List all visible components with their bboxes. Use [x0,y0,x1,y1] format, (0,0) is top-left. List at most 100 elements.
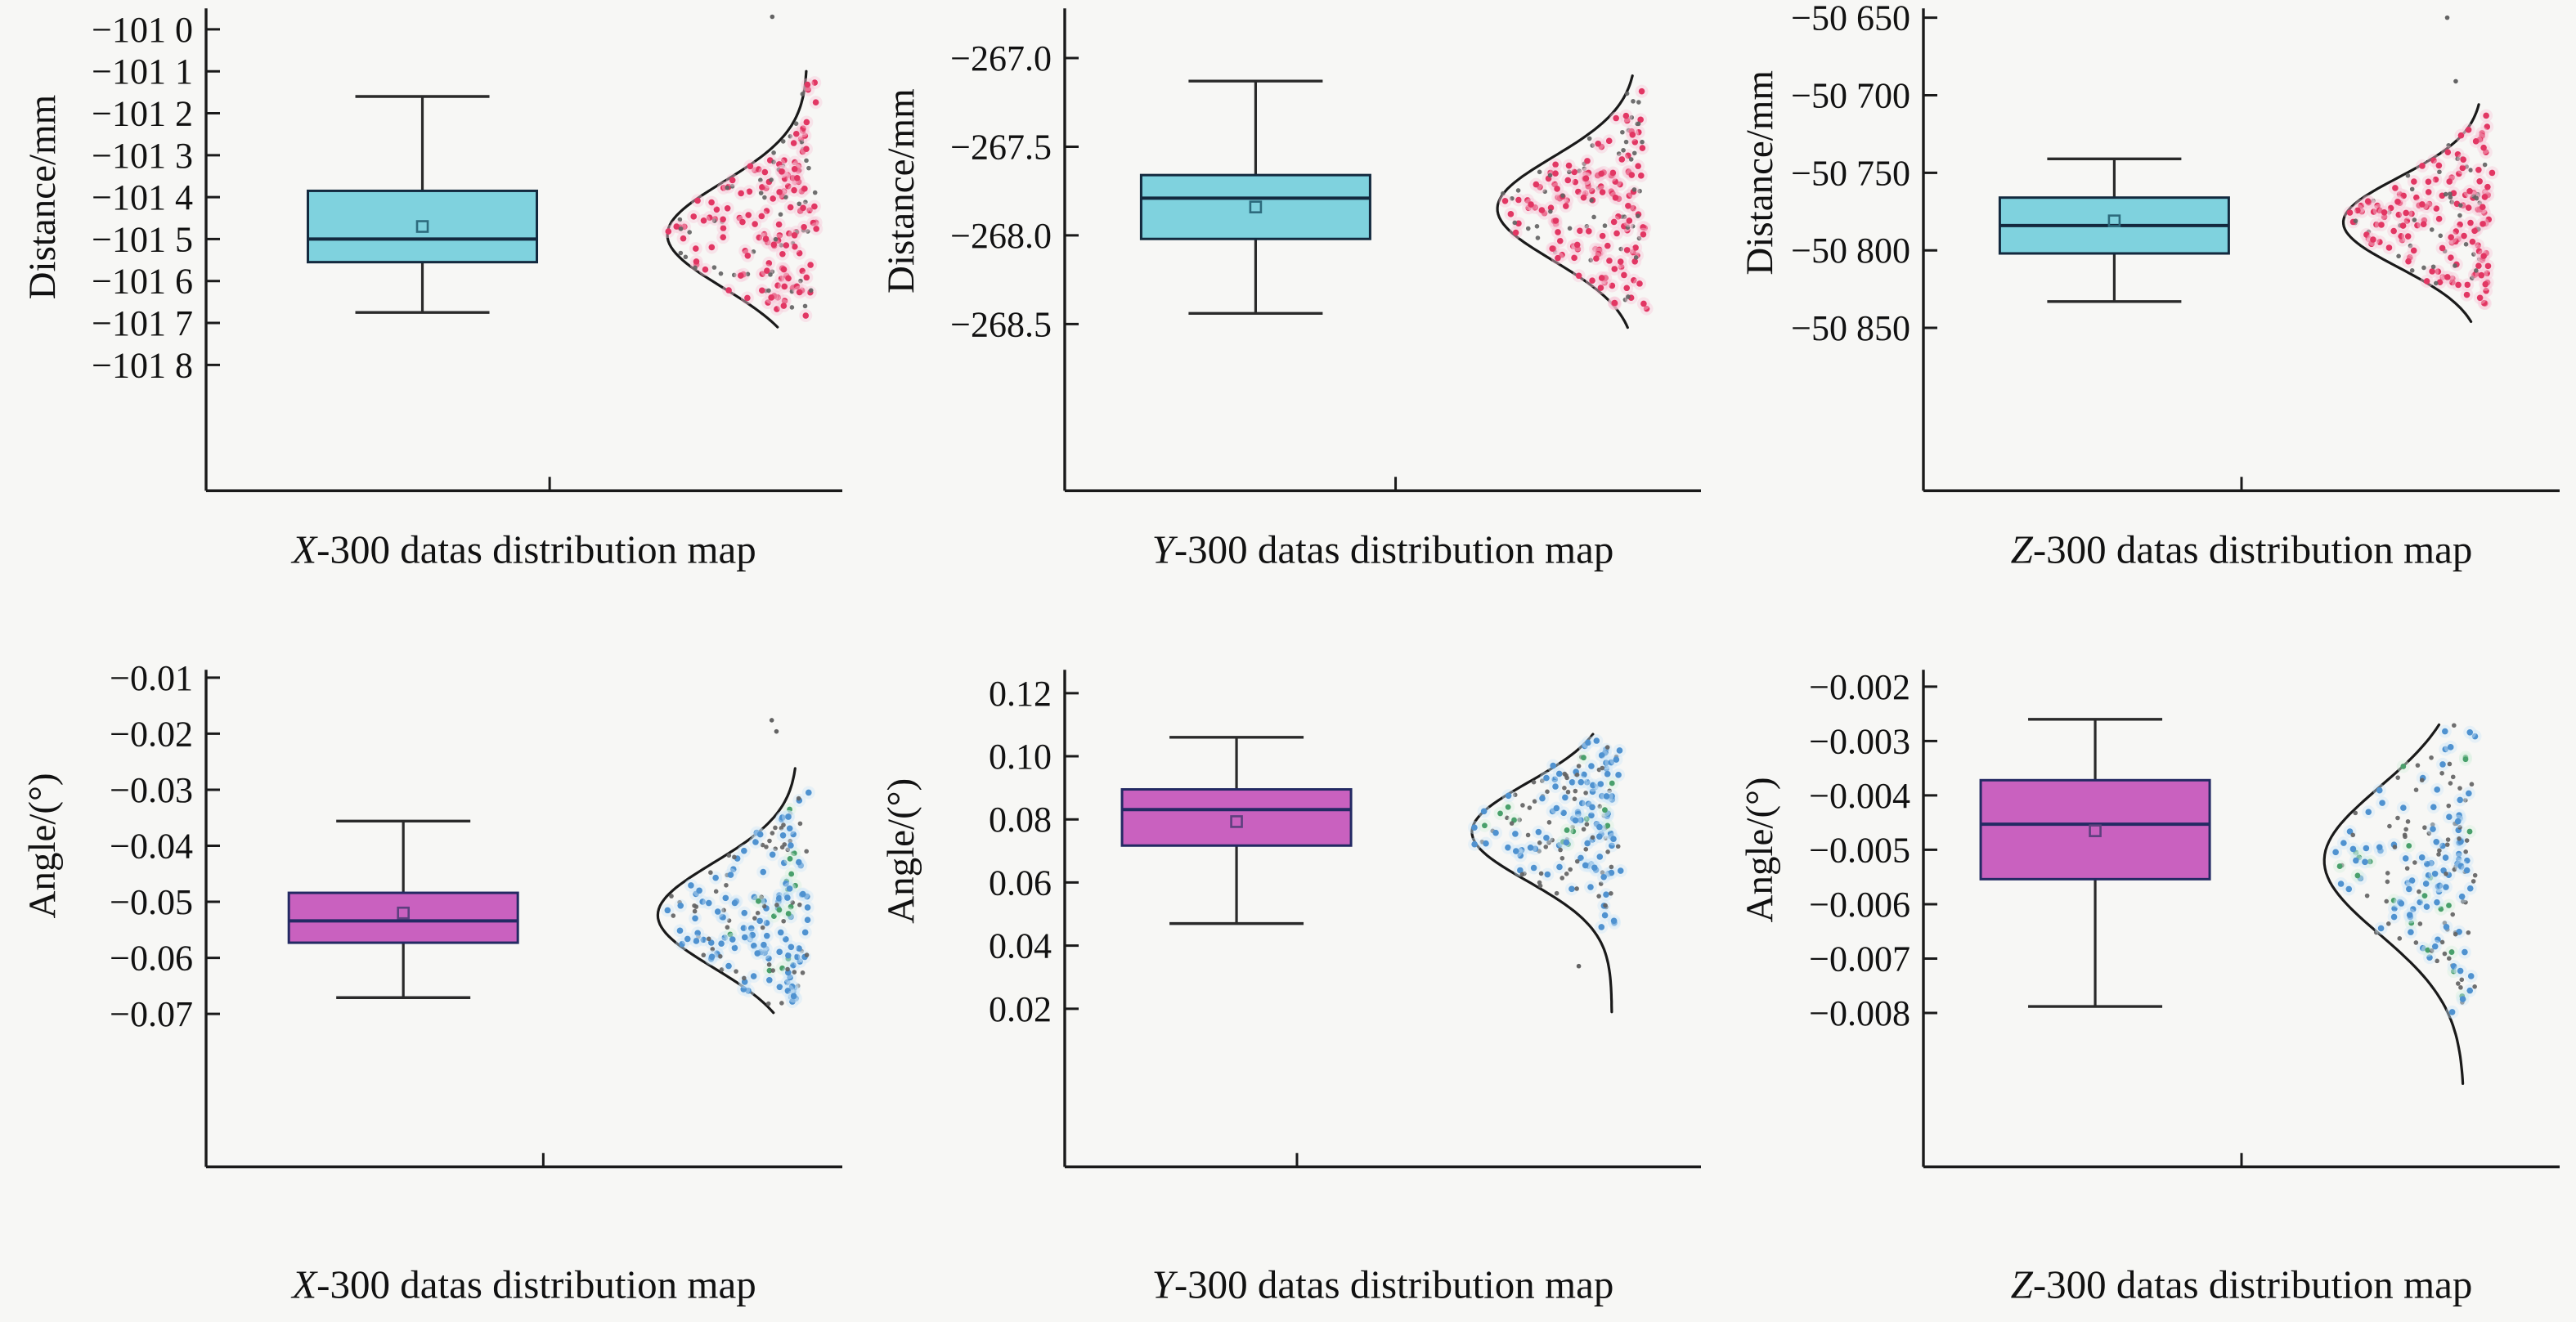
scatter-point [759,184,765,190]
scatter-point [2346,827,2354,835]
scatter-point [1577,854,1584,861]
scatter-point-green [2408,920,2415,925]
scatter-point [2465,204,2472,211]
scatter-point [677,902,684,909]
scatter-point [1603,759,1609,766]
scatter-point [1572,817,1579,823]
scatter-point-gray [1570,824,1575,829]
scatter-point-gray [1517,817,1522,822]
scatter-point [802,312,810,319]
y-tick-label: 0.12 [989,673,1052,713]
scatter-point-gray [1603,835,1609,840]
y-tick-label: −0.04 [110,826,193,866]
scatter-point-gray [1547,173,1553,178]
y-tick-label: −0.007 [1809,939,1910,979]
scatter-point [1507,211,1515,217]
scatter-point-gray [2457,836,2462,841]
scatter-point [786,230,792,237]
scatter-point-gray [1576,763,1582,769]
scatter-point-gray [752,915,757,921]
scatter-point-gray [1512,791,1518,797]
scatter-point-gray [1573,788,1578,793]
scatter-point [1621,222,1627,230]
scatter-point [1639,145,1646,151]
scatter-point [784,894,791,901]
scatter-point [751,942,757,949]
scatter-point [1608,869,1615,876]
scatter-point-gray [802,303,808,309]
y-axis-label: Angle/(°) [21,773,64,918]
scatter-point [768,294,774,301]
scatter-point [1568,778,1576,786]
scatter-point-gray [759,894,764,899]
scatter-point-gray [2405,173,2411,178]
scatter-point-gray [731,272,737,278]
scatter-point [1626,192,1633,199]
scatter-point-gray [1574,885,1579,891]
scatter-point [1555,254,1561,262]
scatter-point [784,987,792,994]
scatter-point [1640,231,1647,238]
scatter-point [2465,127,2472,133]
scatter-point [1630,204,1636,212]
scatter-point [1550,762,1556,769]
scatter-point [1615,771,1622,778]
scatter-point [1562,203,1569,209]
y-tick-label: −0.006 [1809,884,1910,924]
scatter-point [812,99,819,106]
scatter-point-gray [1605,849,1610,854]
scatter-point [744,252,752,259]
scatter-point-gray [2453,263,2457,268]
scatter-point [775,894,783,901]
scatter-point [2376,786,2383,794]
scatter-point-gray [2364,893,2370,898]
scatter-point [2481,194,2488,200]
scatter-point [1565,162,1573,169]
scatter-point [1582,862,1589,868]
scatter-point-gray [771,159,776,164]
scatter-point [811,79,819,86]
scatter-point [2439,244,2446,252]
scatter-point [776,161,783,168]
scatter-point [2485,216,2493,223]
scatter-point [2472,138,2480,145]
scatter-point-gray [692,903,697,908]
scatter-point [1560,809,1567,816]
y-tick-label: 0.02 [989,988,1052,1028]
scatter-point [1471,840,1478,847]
scatter-point [2447,743,2454,751]
scatter-point [1610,916,1618,924]
scatter-point-gray [1540,778,1545,783]
scatter-point-green [2421,892,2428,899]
scatter-point [2484,123,2491,130]
scatter-point [778,168,785,175]
scatter-point [2411,178,2417,185]
scatter-point-gray [783,195,788,199]
scatter-point-green [770,912,777,919]
scatter-point [1581,771,1587,778]
scatter-point-green [2446,902,2452,908]
scatter-point [1513,847,1519,854]
scatter-point [1559,251,1565,258]
scatter-point [1618,156,1626,163]
scatter-point [708,952,716,960]
scatter-point [1623,117,1631,124]
scatter-point [721,934,729,941]
scatter-point-green [776,907,783,912]
scatter-point-green [2400,763,2407,769]
scatter-point-gray [1600,870,1605,875]
scatter-point-gray [1621,147,1626,153]
scatter-point [1588,762,1595,769]
distribution-curve [2341,103,2480,324]
scatter-point-gray [1584,821,1590,827]
scatter-point [1528,201,1534,208]
scatter-point-gray [2395,774,2400,780]
scatter-point-gray [1525,832,1531,837]
y-tick-label: −0.03 [110,769,193,809]
x-axis-title: Z-300 datas distribution map [2011,1262,2473,1306]
scatter-point [1605,137,1613,145]
scatter-point [1505,844,1511,850]
y-tick-label: −0.02 [110,714,193,754]
scatter-point [763,919,770,926]
scatter-point-green [1609,780,1615,786]
